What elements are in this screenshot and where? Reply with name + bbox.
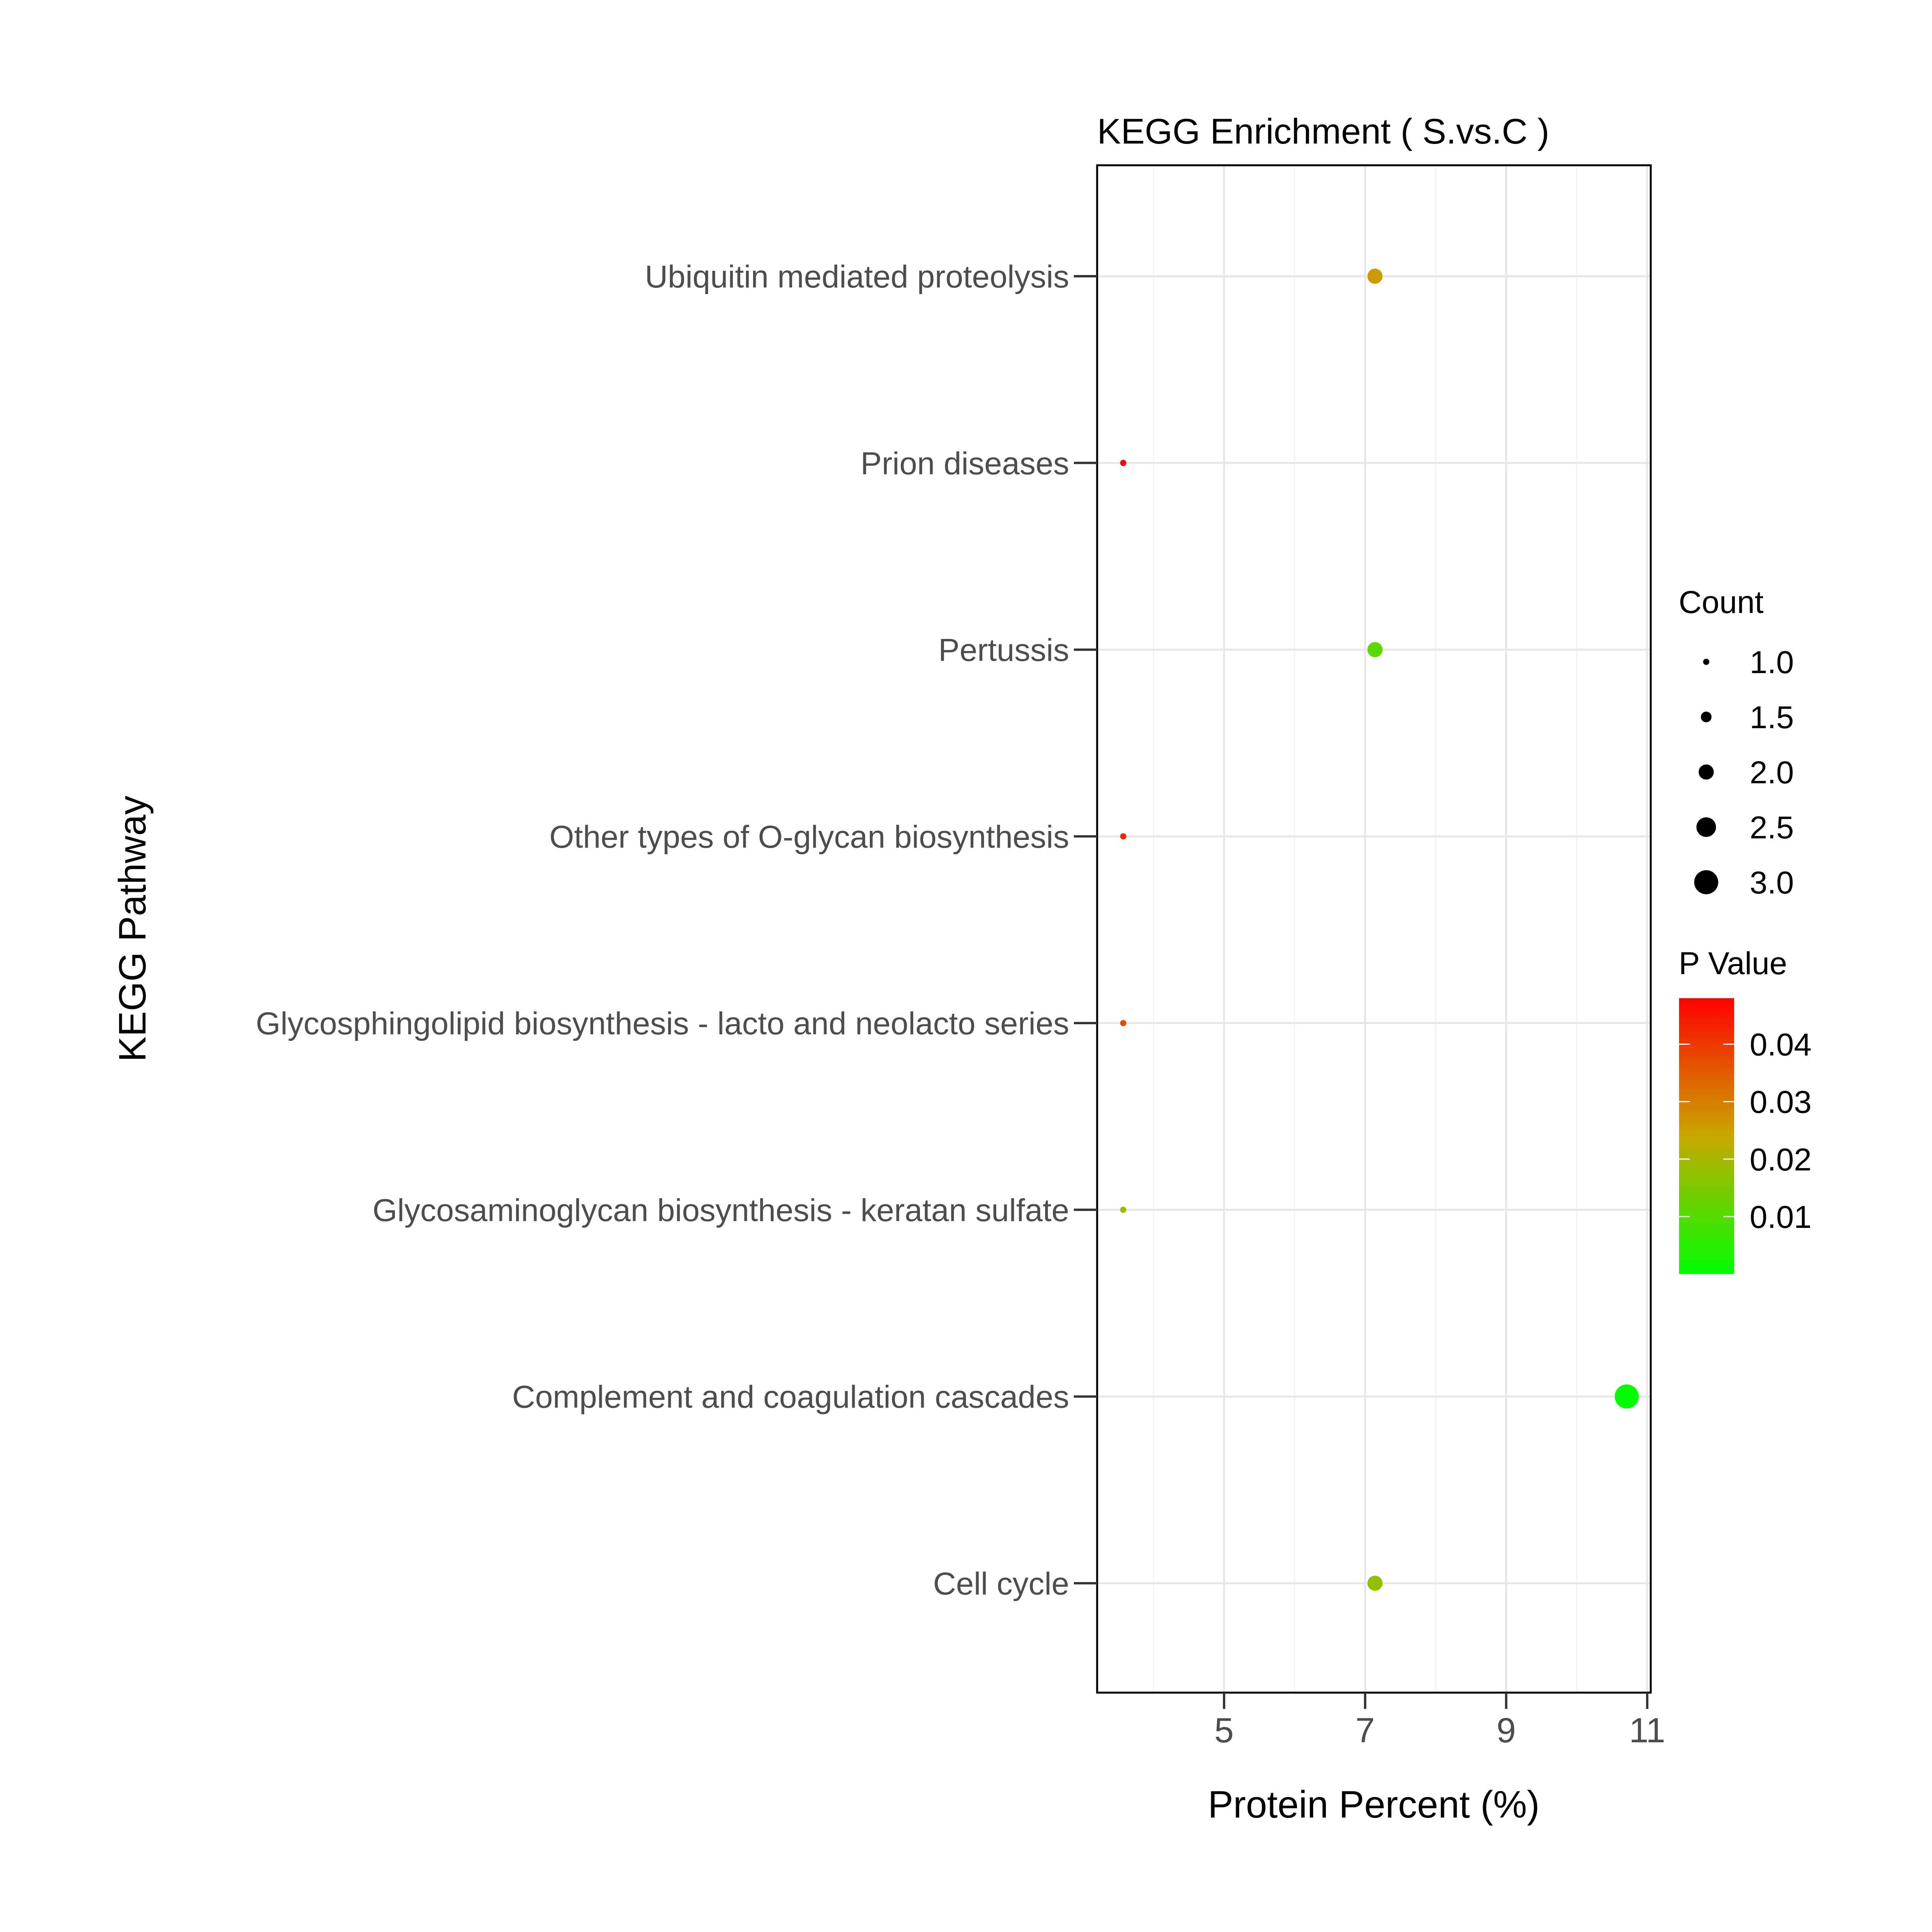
p-value-colorbar xyxy=(1679,998,1734,1274)
count-legend-title: Count xyxy=(1679,585,1764,620)
y-tick-label: Pertussis xyxy=(938,633,1069,668)
x-tick-label: 5 xyxy=(1214,1711,1234,1750)
colorbar-tick-label: 0.01 xyxy=(1750,1200,1812,1235)
count-legend-dot xyxy=(1701,712,1712,722)
count-legend-dot xyxy=(1694,870,1718,894)
y-tick-label: Other types of O-glycan biosynthesis xyxy=(549,819,1069,855)
count-legend-dot xyxy=(1696,817,1716,837)
colorbar-tick-label: 0.02 xyxy=(1750,1142,1812,1177)
x-tick-label: 11 xyxy=(1629,1711,1665,1750)
count-legend: Count 1.0 1.5 2.0 2.5 3.0 xyxy=(1679,585,1794,900)
count-legend-label: 2.0 xyxy=(1750,755,1794,790)
y-tick-label: Cell cycle xyxy=(933,1566,1069,1601)
data-point xyxy=(1615,1384,1639,1409)
colorbar-tick-label: 0.03 xyxy=(1750,1085,1812,1120)
y-tick-label: Complement and coagulation cascades xyxy=(512,1380,1069,1415)
data-point xyxy=(1367,642,1383,658)
x-tick-label: 9 xyxy=(1496,1711,1516,1750)
y-tick-label: Prion diseases xyxy=(860,446,1069,481)
data-point xyxy=(1120,1207,1127,1213)
data-point xyxy=(1120,1020,1127,1027)
x-axis-title: Protein Percent (%) xyxy=(1208,1783,1539,1826)
p-value-legend: P Value 0.04 0.03 0.02 0.01 xyxy=(1679,946,1812,1274)
y-tick-label: Glycosaminoglycan biosynthesis - keratan… xyxy=(372,1193,1069,1228)
data-point xyxy=(1120,833,1127,840)
x-tick-label: 7 xyxy=(1356,1711,1375,1750)
data-point xyxy=(1367,268,1383,284)
p-value-legend-title: P Value xyxy=(1679,946,1787,981)
count-legend-label: 1.5 xyxy=(1750,700,1794,735)
y-tick-label: Ubiquitin mediated proteolysis xyxy=(645,259,1069,294)
count-legend-label: 1.0 xyxy=(1750,645,1794,680)
x-axis: 5 7 9 11 xyxy=(1214,1693,1665,1750)
data-point xyxy=(1367,1575,1383,1591)
y-axis-title: KEGG Pathway xyxy=(111,796,154,1062)
count-legend-dot xyxy=(1698,764,1714,780)
chart-title: KEGG Enrichment ( S.vs.C ) xyxy=(1097,112,1549,151)
y-tick-label: Glycosphingolipid biosynthesis - lacto a… xyxy=(256,1006,1069,1041)
data-point xyxy=(1120,460,1127,466)
count-legend-label: 3.0 xyxy=(1750,865,1794,900)
y-axis: Ubiquitin mediated proteolysis Prion dise… xyxy=(256,259,1097,1601)
count-legend-label: 2.5 xyxy=(1750,810,1794,845)
count-legend-dot xyxy=(1703,659,1709,665)
data-points xyxy=(1120,268,1639,1591)
colorbar-tick-label: 0.04 xyxy=(1750,1027,1812,1063)
plot-border xyxy=(1096,164,1652,1694)
